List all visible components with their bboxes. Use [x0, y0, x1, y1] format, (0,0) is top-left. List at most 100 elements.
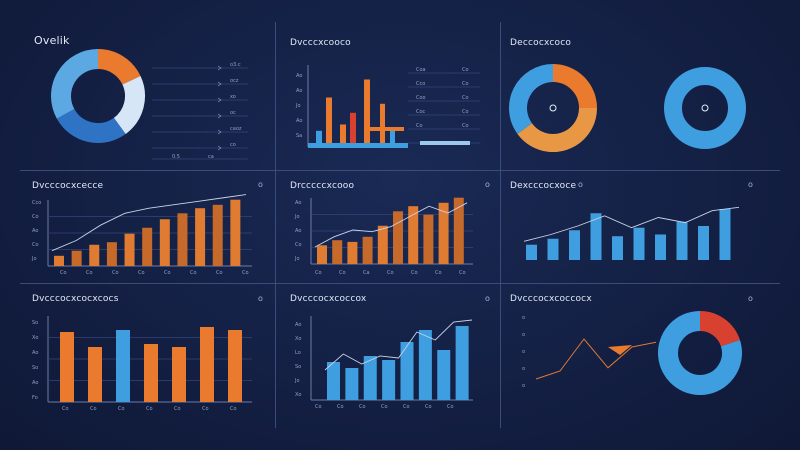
bar — [228, 330, 242, 402]
bar — [327, 362, 340, 400]
bar — [438, 202, 449, 264]
x-tick-label: Co — [359, 404, 366, 410]
x-tick-label: Co — [447, 404, 454, 410]
bar — [106, 242, 117, 266]
y-tick-label: Jo — [294, 214, 300, 220]
y-tick-label: Ao — [295, 200, 301, 206]
bar — [60, 332, 74, 402]
legend-marker — [217, 81, 222, 87]
x-tick-label: Co — [242, 270, 249, 276]
bar — [453, 197, 464, 264]
x-tick-label: Co — [216, 270, 223, 276]
legend-label: co — [230, 142, 236, 148]
y-tick-label: o — [522, 315, 525, 321]
bar — [71, 250, 82, 266]
bar-chart-p7: So Xo Ao So Ao Fo Co Co Co Co Co Co Co — [32, 316, 252, 412]
y-tick-label: Xo — [295, 336, 301, 342]
bar — [526, 244, 537, 260]
legend-label: oc — [230, 110, 236, 116]
bar — [408, 206, 419, 264]
legend-marker — [217, 113, 222, 119]
legend-marker — [217, 97, 222, 103]
bar — [317, 245, 327, 264]
y-tick-label: Co — [295, 242, 302, 248]
bar-line-chart-p4: Cco Co Ao Co Jo Co Co Co Co Co Co Co Co — [31, 194, 252, 276]
bar — [195, 208, 206, 266]
panel-menu-dot[interactable]: o — [258, 294, 263, 303]
bar — [390, 130, 395, 147]
panel-menu-dot[interactable]: o — [485, 294, 490, 303]
panel-menu-dot[interactable]: o — [578, 180, 583, 189]
bar — [569, 230, 580, 260]
row-label: Coa — [416, 67, 426, 73]
bar — [177, 213, 188, 266]
pie-slice — [56, 108, 126, 143]
pie-slice — [113, 75, 145, 135]
bar — [230, 199, 241, 266]
center-marker — [701, 104, 709, 112]
pie-slice — [51, 49, 99, 119]
bar — [142, 227, 153, 266]
bar — [364, 79, 370, 147]
row-value: Co — [462, 109, 469, 115]
legend-footer: 0.5 — [172, 154, 180, 160]
pie-slice — [552, 64, 597, 109]
y-tick-label: Ao — [296, 118, 302, 124]
bar — [676, 221, 688, 260]
panel-menu-dot[interactable]: o — [748, 294, 753, 303]
y-tick-label: Co — [32, 242, 39, 248]
y-tick-label: Fo — [32, 395, 38, 401]
legend-label: caoz — [230, 126, 242, 132]
panel-menu-dot[interactable]: o — [485, 180, 490, 189]
legend-label: xo — [230, 94, 236, 100]
bar — [719, 209, 731, 260]
legend-footer: ca — [208, 154, 214, 160]
panel-title: Dvcccocxcocxcocs — [32, 294, 119, 304]
row-label: Co — [416, 123, 423, 129]
trend-line — [314, 202, 468, 248]
row-value: Co — [462, 81, 469, 87]
divider-h2 — [20, 283, 780, 284]
highlight-wedge — [608, 345, 632, 355]
x-tick-label: Co — [164, 270, 171, 276]
panel-title: Dvcccocxcecce — [32, 181, 104, 191]
x-tick-label: Co — [315, 270, 322, 276]
row-label: Coc — [416, 109, 426, 115]
y-tick-label: o — [522, 366, 525, 372]
x-tick-label: Co — [118, 406, 125, 412]
panel-menu-dot[interactable]: o — [748, 180, 753, 189]
y-tick-label: Jo — [31, 256, 37, 262]
y-tick-label: Jo — [294, 256, 300, 262]
panel-title: Ovelik — [34, 34, 70, 47]
bar-line-chart-p6 — [523, 206, 740, 260]
panel-title: Deccocxcoco — [510, 38, 572, 48]
center-marker — [549, 104, 557, 112]
bar — [423, 214, 434, 264]
y-tick-label: Co — [32, 214, 39, 220]
y-tick-label: Sa — [296, 133, 302, 139]
x-tick-label: Co — [190, 270, 197, 276]
trend-line — [523, 206, 740, 242]
donut-chart-p1: o3.c ocz xo oc caoz co 0.5 ca — [51, 49, 248, 160]
bar — [698, 226, 709, 260]
bar — [380, 103, 385, 147]
donut-line-chart-p9: o o o o o — [522, 311, 742, 395]
bar — [54, 255, 64, 266]
bar — [377, 225, 388, 264]
panel-menu-dot[interactable]: o — [258, 180, 263, 189]
bar — [124, 233, 135, 266]
bar — [159, 219, 170, 266]
bar-baseline — [308, 143, 408, 148]
x-tick-label: Co — [90, 406, 97, 412]
bar — [363, 356, 377, 400]
x-tick-label: Co — [387, 270, 394, 276]
x-tick-label: Co — [381, 404, 388, 410]
legend-marker — [217, 129, 222, 135]
row-value: Co — [462, 67, 469, 73]
y-tick-label: Jo — [295, 103, 301, 109]
panel-title: Dexcccocxoce — [510, 181, 577, 191]
legend-marker — [217, 65, 222, 71]
pie-slice — [658, 311, 742, 395]
y-tick-label: Ao — [296, 73, 302, 79]
panel-title: Dvcccocxcoccox — [290, 294, 367, 304]
